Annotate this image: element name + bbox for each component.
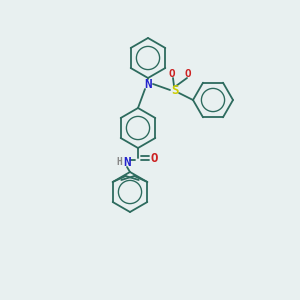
Text: N: N <box>123 155 131 169</box>
Text: O: O <box>150 152 158 164</box>
Text: N: N <box>144 77 152 91</box>
Text: H: H <box>116 157 122 167</box>
Text: O: O <box>184 69 191 79</box>
Text: S: S <box>171 83 179 97</box>
Text: O: O <box>169 69 176 79</box>
